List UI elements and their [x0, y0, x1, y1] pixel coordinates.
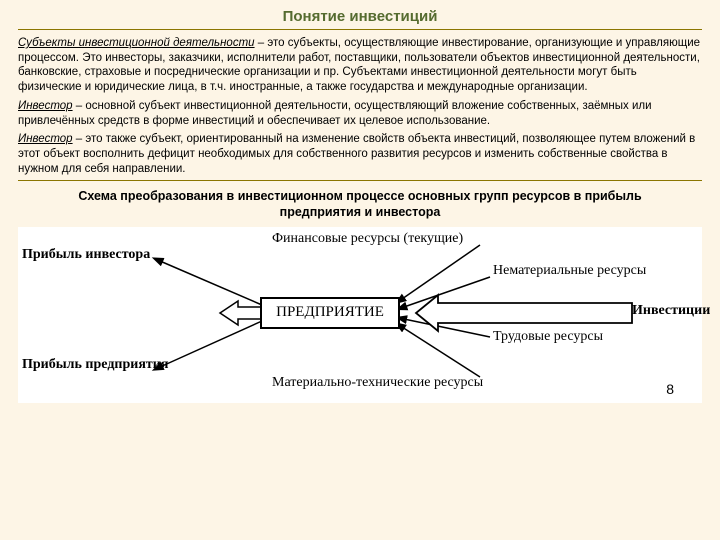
paragraph-3: Инвестор – это также субъект, ориентиров…	[18, 132, 702, 176]
rule-mid	[18, 180, 702, 181]
diagram: ПРЕДПРИЯТИЕ Прибыль инвестора Прибыль пр…	[18, 227, 702, 403]
diagram-center-box: ПРЕДПРИЯТИЕ	[260, 297, 400, 329]
label-labor-resources: Трудовые ресурсы	[493, 329, 603, 345]
diagram-subtitle: Схема преобразования в инвестиционном пр…	[38, 189, 682, 220]
page-title: Понятие инвестиций	[18, 8, 702, 25]
label-intangible-resources: Нематериальные ресурсы	[493, 263, 646, 279]
label-financial-resources: Финансовые ресурсы (текущие)	[272, 231, 463, 247]
term-subjects: Субъекты инвестиционной деятельности	[18, 37, 255, 49]
paragraph-2: Инвестор – основной субъект инвестиционн…	[18, 99, 702, 128]
label-profit-investor: Прибыль инвестора	[22, 247, 150, 263]
label-investments: Инвестиции	[632, 303, 710, 319]
title-rule-top	[18, 29, 702, 30]
para2-text: – основной субъект инвестиционной деятел…	[18, 100, 652, 127]
term-investor-2: Инвестор	[18, 133, 73, 145]
diagram-center-label: ПРЕДПРИЯТИЕ	[276, 304, 384, 321]
para3-text: – это также субъект, ориентированный на …	[18, 133, 695, 174]
label-profit-enterprise: Прибыль предприятия	[22, 357, 168, 373]
term-investor-1: Инвестор	[18, 100, 73, 112]
label-material-resources: Материально-технические ресурсы	[272, 375, 483, 391]
page-number: 8	[666, 381, 674, 397]
paragraph-1: Субъекты инвестиционной деятельности – э…	[18, 36, 702, 95]
